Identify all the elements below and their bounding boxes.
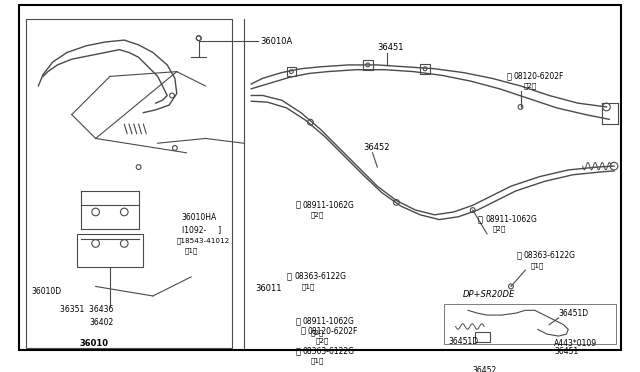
Text: 36010HA: 36010HA xyxy=(182,213,217,222)
Text: （1）: （1） xyxy=(531,262,545,269)
Text: （2）: （2） xyxy=(493,226,506,232)
Text: I1092-     ]: I1092- ] xyxy=(182,225,221,234)
Text: 36402: 36402 xyxy=(89,318,113,327)
Text: （2）: （2） xyxy=(316,337,328,344)
Text: Ⓢ: Ⓢ xyxy=(287,272,292,281)
Bar xyxy=(444,304,616,344)
Text: 36451D: 36451D xyxy=(449,337,479,346)
Text: 08911-1062G: 08911-1062G xyxy=(303,201,355,210)
Text: A443*0109: A443*0109 xyxy=(554,339,597,348)
Text: （1）: （1） xyxy=(184,248,198,254)
Text: 36010A: 36010A xyxy=(260,36,292,45)
Text: （1）: （1） xyxy=(310,357,324,364)
Text: Ⓑ: Ⓑ xyxy=(506,72,511,81)
Text: 36011: 36011 xyxy=(255,284,282,293)
Bar xyxy=(420,64,430,74)
Text: 36451D: 36451D xyxy=(559,309,589,318)
Text: 36010: 36010 xyxy=(79,339,108,348)
Bar xyxy=(475,332,490,342)
Bar xyxy=(26,19,232,349)
Bar xyxy=(363,60,372,70)
Text: Ⓜ18543-41012: Ⓜ18543-41012 xyxy=(177,237,230,244)
Text: 36452: 36452 xyxy=(473,366,497,372)
Text: 08911-1062G: 08911-1062G xyxy=(485,215,537,224)
Text: 08120-6202F: 08120-6202F xyxy=(308,327,358,336)
Bar xyxy=(77,234,143,267)
Bar xyxy=(287,67,296,76)
Text: （2）: （2） xyxy=(310,212,324,218)
Text: 36451: 36451 xyxy=(554,347,578,356)
Text: Ⓝ: Ⓝ xyxy=(296,201,301,210)
Text: 36351  36436: 36351 36436 xyxy=(60,305,114,314)
Text: （2）: （2） xyxy=(524,83,537,89)
Text: 08363-6122G: 08363-6122G xyxy=(524,251,575,260)
Text: Ⓢ: Ⓢ xyxy=(516,251,521,260)
Text: Ⓝ: Ⓝ xyxy=(478,215,483,224)
Text: 08363-6122G: 08363-6122G xyxy=(303,347,355,356)
Text: 36010D: 36010D xyxy=(31,287,62,296)
Text: 36452: 36452 xyxy=(363,144,390,153)
Text: 36451: 36451 xyxy=(378,43,404,52)
Text: 08911-1062G: 08911-1062G xyxy=(303,317,355,326)
Text: 08120-6202F: 08120-6202F xyxy=(514,72,564,81)
Text: （1）: （1） xyxy=(302,283,316,290)
Text: Ⓝ: Ⓝ xyxy=(296,317,301,326)
Text: Ⓢ: Ⓢ xyxy=(296,347,301,356)
Text: DP+SR20DE: DP+SR20DE xyxy=(463,289,515,299)
Text: 08363-6122G: 08363-6122G xyxy=(294,272,346,281)
Text: Ⓑ: Ⓑ xyxy=(300,327,305,336)
Text: （2）: （2） xyxy=(310,329,324,336)
